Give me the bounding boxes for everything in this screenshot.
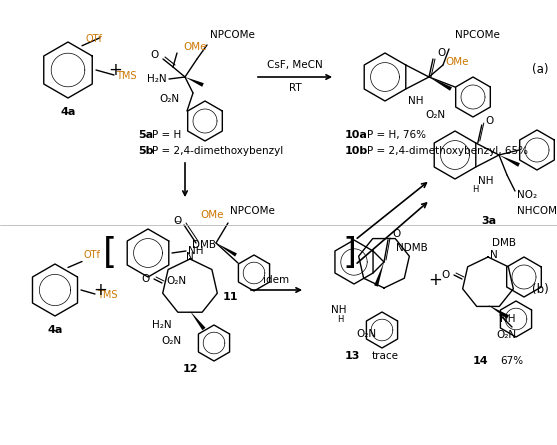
Text: NH: NH	[478, 176, 494, 186]
Text: 5a: 5a	[138, 130, 153, 140]
Text: O: O	[151, 50, 159, 60]
Text: NPCOMe: NPCOMe	[210, 30, 255, 40]
Text: (b): (b)	[531, 283, 549, 296]
Text: DMB: DMB	[492, 238, 516, 248]
Text: CsF, MeCN: CsF, MeCN	[267, 60, 323, 70]
Text: TMS: TMS	[116, 71, 136, 81]
Text: O: O	[486, 116, 494, 126]
Text: 13: 13	[344, 351, 360, 361]
Text: idem: idem	[263, 275, 289, 285]
Text: OTf: OTf	[83, 251, 100, 260]
Text: O: O	[437, 48, 445, 58]
Text: NPCOMe: NPCOMe	[230, 206, 275, 216]
Text: OMe: OMe	[200, 210, 223, 220]
Text: 12: 12	[182, 364, 198, 374]
Text: TMS: TMS	[97, 290, 118, 300]
Text: OTf: OTf	[85, 34, 102, 44]
Text: NPCOMe: NPCOMe	[455, 30, 500, 40]
Polygon shape	[190, 311, 206, 330]
Text: 10b: 10b	[345, 146, 368, 156]
Text: NHCOMe: NHCOMe	[517, 206, 557, 216]
Text: 3a: 3a	[481, 216, 496, 226]
Polygon shape	[499, 155, 520, 167]
Text: (a): (a)	[532, 64, 548, 77]
Text: O₂N: O₂N	[162, 336, 182, 346]
Text: OMe: OMe	[445, 57, 468, 67]
Text: H: H	[472, 185, 478, 194]
Polygon shape	[216, 243, 237, 257]
Text: 67%: 67%	[500, 356, 523, 366]
Text: O₂N: O₂N	[159, 94, 179, 104]
Text: P = H, 76%: P = H, 76%	[367, 130, 426, 140]
Text: 4a: 4a	[60, 107, 76, 117]
Polygon shape	[185, 77, 204, 87]
Text: O: O	[392, 229, 400, 239]
Text: O: O	[442, 270, 450, 280]
Text: 10a: 10a	[345, 130, 368, 140]
Text: H₂N: H₂N	[153, 320, 172, 330]
Text: NDMB: NDMB	[396, 243, 428, 253]
Text: H: H	[338, 316, 344, 324]
Text: 14: 14	[472, 356, 488, 366]
Text: NO₂: NO₂	[517, 190, 537, 200]
Text: N: N	[186, 252, 194, 262]
Text: O₂N: O₂N	[356, 329, 376, 339]
Text: H₂N: H₂N	[148, 74, 167, 84]
Text: O: O	[174, 216, 182, 226]
Text: DMB: DMB	[192, 240, 216, 250]
Text: N: N	[490, 250, 498, 260]
Text: 5b: 5b	[138, 146, 154, 156]
Text: P = 2,4-dimethoxybenzyl: P = 2,4-dimethoxybenzyl	[152, 146, 284, 156]
Polygon shape	[374, 262, 384, 287]
Text: trace: trace	[372, 351, 399, 361]
Text: NH: NH	[408, 96, 423, 106]
Text: +: +	[93, 281, 107, 299]
Text: P = 2,4-dimethoxybenzyl, 65%: P = 2,4-dimethoxybenzyl, 65%	[367, 146, 528, 156]
Text: O₂N: O₂N	[496, 330, 516, 340]
Text: 11: 11	[222, 292, 238, 302]
Text: NH: NH	[500, 314, 515, 324]
Polygon shape	[488, 305, 509, 319]
Polygon shape	[429, 77, 452, 91]
Text: +: +	[428, 271, 442, 289]
Text: NH: NH	[188, 246, 203, 256]
Text: P = H: P = H	[152, 130, 181, 140]
Text: O: O	[141, 274, 150, 284]
Text: +: +	[108, 61, 122, 79]
Text: ]: ]	[343, 236, 357, 270]
Text: RT: RT	[289, 83, 301, 93]
Text: O₂N: O₂N	[425, 110, 445, 120]
Text: 4a: 4a	[47, 325, 63, 335]
Text: O₂N: O₂N	[166, 276, 186, 286]
Text: ⁻: ⁻	[174, 218, 180, 231]
Text: OMe: OMe	[183, 42, 207, 52]
Text: [: [	[103, 236, 117, 270]
Text: NH: NH	[330, 305, 346, 315]
